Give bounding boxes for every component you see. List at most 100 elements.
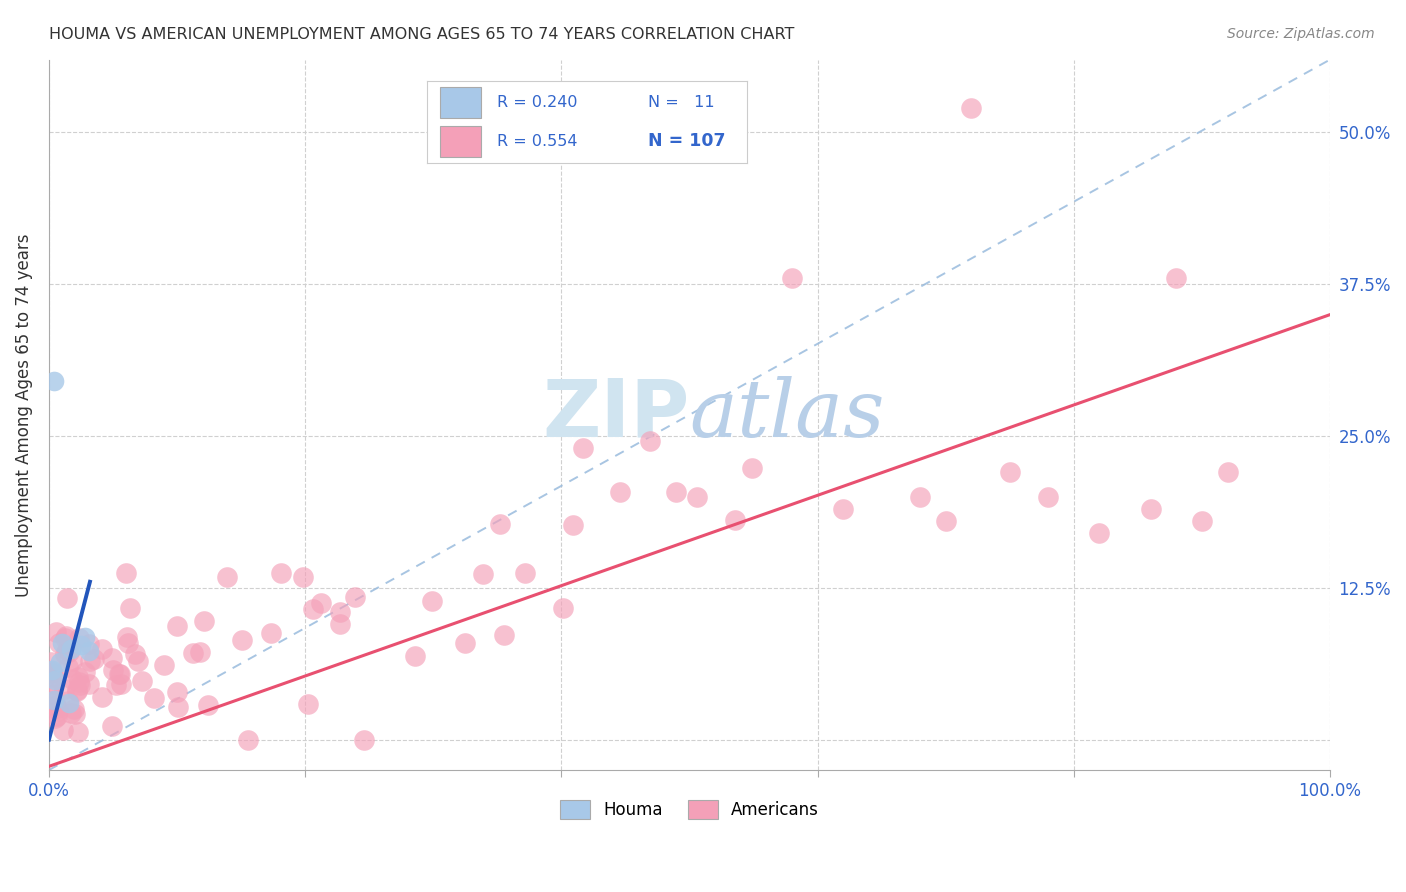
Point xyxy=(131,674,153,689)
Point xyxy=(124,648,146,662)
Point xyxy=(1166,271,1188,285)
Point xyxy=(832,502,855,516)
Point xyxy=(45,624,67,639)
Point xyxy=(1038,490,1060,504)
Y-axis label: Unemployment Among Ages 65 to 74 years: Unemployment Among Ages 65 to 74 years xyxy=(15,233,32,597)
Point xyxy=(51,636,73,650)
Point xyxy=(41,694,63,708)
Point xyxy=(42,375,65,389)
Point xyxy=(260,626,283,640)
Point xyxy=(77,644,100,658)
Point xyxy=(52,723,75,737)
Point xyxy=(60,641,83,656)
Point xyxy=(60,654,83,668)
Point xyxy=(236,732,259,747)
Point xyxy=(454,636,477,650)
Point xyxy=(41,665,63,679)
Point xyxy=(420,594,443,608)
Point xyxy=(79,654,101,668)
Point xyxy=(108,667,131,681)
Point xyxy=(908,490,931,504)
Point xyxy=(115,566,138,580)
Point xyxy=(609,484,631,499)
Point xyxy=(66,682,89,697)
Point xyxy=(127,654,149,668)
Point xyxy=(83,652,105,666)
Point xyxy=(344,590,367,604)
Point xyxy=(42,692,65,706)
Point xyxy=(90,642,112,657)
Point xyxy=(53,632,76,646)
Point xyxy=(77,677,100,691)
Point xyxy=(41,687,63,701)
Point xyxy=(181,646,204,660)
Point xyxy=(67,631,90,645)
Point xyxy=(67,724,90,739)
Point xyxy=(197,698,219,712)
Point xyxy=(100,651,122,665)
Point xyxy=(117,630,139,644)
Point xyxy=(48,636,70,650)
Point xyxy=(49,655,72,669)
Point xyxy=(1139,502,1161,516)
Point xyxy=(41,666,63,681)
Point xyxy=(291,569,314,583)
Point xyxy=(44,711,66,725)
Text: Source: ZipAtlas.com: Source: ZipAtlas.com xyxy=(1227,27,1375,41)
Point xyxy=(166,619,188,633)
Point xyxy=(60,673,83,687)
Point xyxy=(723,512,745,526)
Point xyxy=(494,627,516,641)
Point xyxy=(58,696,80,710)
Point xyxy=(41,677,63,691)
Point xyxy=(66,684,89,698)
Point xyxy=(231,633,253,648)
Point xyxy=(110,666,132,681)
Point xyxy=(63,702,86,716)
Point xyxy=(665,485,688,500)
Point xyxy=(489,517,512,532)
Point xyxy=(120,601,142,615)
Point xyxy=(686,491,709,505)
Point xyxy=(551,601,574,615)
Point xyxy=(69,678,91,692)
Point xyxy=(297,697,319,711)
Point xyxy=(56,659,79,673)
Point xyxy=(104,677,127,691)
Point xyxy=(41,663,63,677)
Point xyxy=(741,460,763,475)
Point xyxy=(153,657,176,672)
Point xyxy=(39,655,62,669)
Point xyxy=(143,690,166,705)
Point xyxy=(353,732,375,747)
Point xyxy=(404,648,426,663)
Point xyxy=(73,631,96,645)
Point xyxy=(66,670,89,684)
Point xyxy=(571,441,593,455)
Legend: Houma, Americans: Houma, Americans xyxy=(554,793,825,826)
Point xyxy=(166,699,188,714)
Point xyxy=(48,704,70,718)
Point xyxy=(193,614,215,628)
Point xyxy=(166,685,188,699)
Point xyxy=(53,647,76,661)
Point xyxy=(302,602,325,616)
Point xyxy=(79,637,101,651)
Point xyxy=(91,690,114,704)
Point xyxy=(309,596,332,610)
Point xyxy=(45,698,67,712)
Point xyxy=(45,701,67,715)
Point xyxy=(117,636,139,650)
Point xyxy=(69,638,91,652)
Point xyxy=(329,617,352,632)
Point xyxy=(110,677,132,691)
Text: atlas: atlas xyxy=(689,376,884,453)
Point xyxy=(215,570,238,584)
Point xyxy=(562,518,585,533)
Text: HOUMA VS AMERICAN UNEMPLOYMENT AMONG AGES 65 TO 74 YEARS CORRELATION CHART: HOUMA VS AMERICAN UNEMPLOYMENT AMONG AGE… xyxy=(49,27,794,42)
Point xyxy=(46,709,69,723)
Point xyxy=(1088,526,1111,541)
Point xyxy=(56,591,79,605)
Point xyxy=(103,663,125,677)
Point xyxy=(188,645,211,659)
